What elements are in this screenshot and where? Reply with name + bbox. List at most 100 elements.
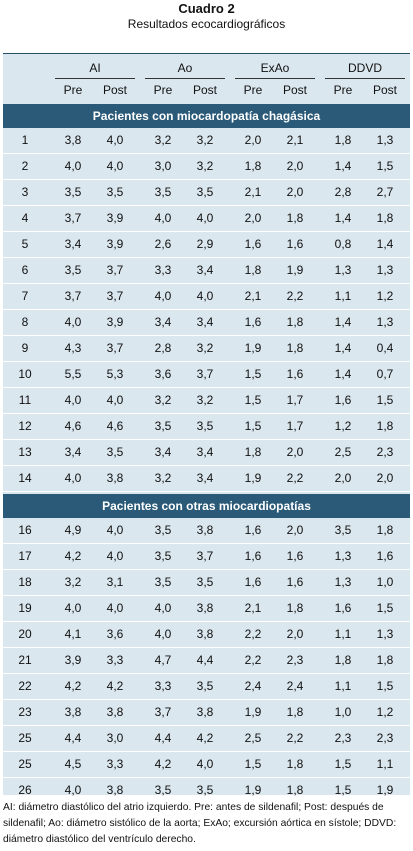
cell-exao-pre: 2,0 <box>244 211 262 225</box>
cell-exao-post: 2,3 <box>286 653 304 667</box>
cell-exao-pre: 1,9 <box>244 471 262 485</box>
cell-ao-post: 3,8 <box>196 705 214 719</box>
cell-exao-post: 1,7 <box>286 419 304 433</box>
cell-ao-post: 3,5 <box>196 575 214 589</box>
table-row: 4 3,7 3,9 4,0 4,0 2,0 1,8 1,4 1,8 <box>3 206 410 232</box>
cell-ai-post: 3,7 <box>106 263 124 277</box>
cell-ao-post: 3,4 <box>196 315 214 329</box>
cell-exao-pre: 1,5 <box>244 757 262 771</box>
cell-patient-number: 13 <box>18 445 32 459</box>
cell-ao-pre: 2,8 <box>154 341 172 355</box>
table-row: 16 4,9 4,0 3,5 3,8 1,6 2,0 3,5 1,8 <box>3 518 410 544</box>
cell-ao-post: 3,5 <box>196 419 214 433</box>
table-row: 14 4,0 3,8 3,2 3,4 1,9 2,2 2,0 2,0 <box>3 466 410 492</box>
subheader-ai-post: Post <box>102 83 127 97</box>
cell-ao-post: 3,2 <box>196 393 214 407</box>
group-underline <box>55 78 135 79</box>
cell-ddvd-pre: 1,5 <box>334 783 352 797</box>
subheader-ao-pre: Pre <box>153 83 173 97</box>
cell-ai-post: 4,6 <box>106 419 124 433</box>
cell-ddvd-post: 1,6 <box>376 549 394 563</box>
cell-ddvd-pre: 1,4 <box>334 159 352 173</box>
table-title: Cuadro 2 <box>178 1 235 16</box>
cell-patient-number: 25 <box>18 731 32 745</box>
cell-ddvd-pre: 0,8 <box>334 237 352 251</box>
cell-exao-post: 2,2 <box>286 471 304 485</box>
cell-ao-pre: 2,6 <box>154 237 172 251</box>
cell-patient-number: 1 <box>21 133 29 147</box>
cell-exao-pre: 2,4 <box>244 679 262 693</box>
subheader-ddvd-pre: Pre <box>333 83 353 97</box>
cell-ddvd-pre: 1,8 <box>334 653 352 667</box>
cell-exao-post: 1,9 <box>286 263 304 277</box>
cell-ai-post: 4,0 <box>106 601 124 615</box>
cell-exao-pre: 1,6 <box>244 315 262 329</box>
cell-exao-pre: 1,6 <box>244 575 262 589</box>
cell-exao-post: 1,8 <box>286 601 304 615</box>
cell-ai-post: 4,0 <box>106 133 124 147</box>
cell-exao-pre: 1,5 <box>244 419 262 433</box>
table-row: 5 3,4 3,9 2,6 2,9 1,6 1,6 0,8 1,4 <box>3 232 410 258</box>
cell-ddvd-post: 0,7 <box>376 367 394 381</box>
cell-ddvd-post: 1,9 <box>376 783 394 797</box>
cell-patient-number: 4 <box>21 211 29 225</box>
cell-ddvd-post: 1,3 <box>376 315 394 329</box>
cell-ai-pre: 5,5 <box>64 367 82 381</box>
cell-exao-post: 1,8 <box>286 783 304 797</box>
table-row: 7 3,7 3,7 4,0 4,0 2,1 2,2 1,1 1,2 <box>3 284 410 310</box>
section-band-other: Pacientes con otras miocardiopatías <box>3 494 410 518</box>
cell-ao-pre: 3,7 <box>154 705 172 719</box>
cell-ao-pre: 3,5 <box>154 523 172 537</box>
group-header-ai: AI <box>89 61 101 75</box>
cell-ao-post: 4,0 <box>196 211 214 225</box>
cell-ddvd-post: 1,8 <box>376 211 394 225</box>
cell-patient-number: 14 <box>18 471 32 485</box>
cell-ai-post: 4,0 <box>106 393 124 407</box>
group-header-ddvd: DDVD <box>347 61 382 75</box>
cell-ao-pre: 3,2 <box>154 471 172 485</box>
table-top-rule <box>3 53 410 54</box>
cell-patient-number: 7 <box>21 289 29 303</box>
cell-patient-number: 10 <box>18 367 32 381</box>
cell-patient-number: 3 <box>21 185 29 199</box>
cell-ddvd-pre: 1,1 <box>334 289 352 303</box>
cell-ao-pre: 4,0 <box>154 627 172 641</box>
cell-ddvd-post: 2,0 <box>376 471 394 485</box>
cell-ddvd-pre: 1,4 <box>334 211 352 225</box>
cell-ai-pre: 4,3 <box>64 341 82 355</box>
cell-ao-post: 3,7 <box>196 549 214 563</box>
cell-ao-post: 3,4 <box>196 445 214 459</box>
cell-exao-pre: 1,5 <box>244 367 262 381</box>
cell-ai-pre: 3,2 <box>64 575 82 589</box>
cell-ao-pre: 3,0 <box>154 159 172 173</box>
cell-ai-post: 3,9 <box>106 315 124 329</box>
cell-patient-number: 16 <box>18 523 32 537</box>
table-row: 1 3,8 4,0 3,2 3,2 2,0 2,1 1,8 1,3 <box>3 128 410 154</box>
cell-ao-post: 3,5 <box>196 185 214 199</box>
table-row: 18 3,2 3,1 3,5 3,5 1,6 1,6 1,3 1,0 <box>3 570 410 596</box>
cell-exao-pre: 1,5 <box>244 393 262 407</box>
cell-ai-post: 3,5 <box>106 185 124 199</box>
cell-exao-post: 2,0 <box>286 185 304 199</box>
cell-patient-number: 8 <box>21 315 29 329</box>
table-row: 6 3,5 3,7 3,3 3,4 1,8 1,9 1,3 1,3 <box>3 258 410 284</box>
cell-ai-post: 3,8 <box>106 783 124 797</box>
cell-ao-pre: 4,2 <box>154 757 172 771</box>
cell-exao-pre: 1,6 <box>244 237 262 251</box>
cell-ddvd-post: 1,3 <box>376 133 394 147</box>
table-row: 13 3,4 3,5 3,4 3,4 1,8 2,0 2,5 2,3 <box>3 440 410 466</box>
cell-ddvd-pre: 1,4 <box>334 341 352 355</box>
cell-ao-post: 3,5 <box>196 783 214 797</box>
cell-ai-pre: 4,9 <box>64 523 82 537</box>
table-row: 22 4,2 4,2 3,3 3,5 2,4 2,4 1,1 1,5 <box>3 674 410 700</box>
cell-ai-pre: 4,0 <box>64 315 82 329</box>
cell-patient-number: 22 <box>18 679 32 693</box>
cell-patient-number: 20 <box>18 627 32 641</box>
table-row: 8 4,0 3,9 3,4 3,4 1,6 1,8 1,4 1,3 <box>3 310 410 336</box>
cell-exao-post: 2,0 <box>286 627 304 641</box>
cell-patient-number: 6 <box>21 263 29 277</box>
cell-ai-pre: 3,9 <box>64 653 82 667</box>
cell-exao-post: 1,8 <box>286 315 304 329</box>
cell-patient-number: 9 <box>21 341 29 355</box>
cell-exao-post: 1,8 <box>286 757 304 771</box>
